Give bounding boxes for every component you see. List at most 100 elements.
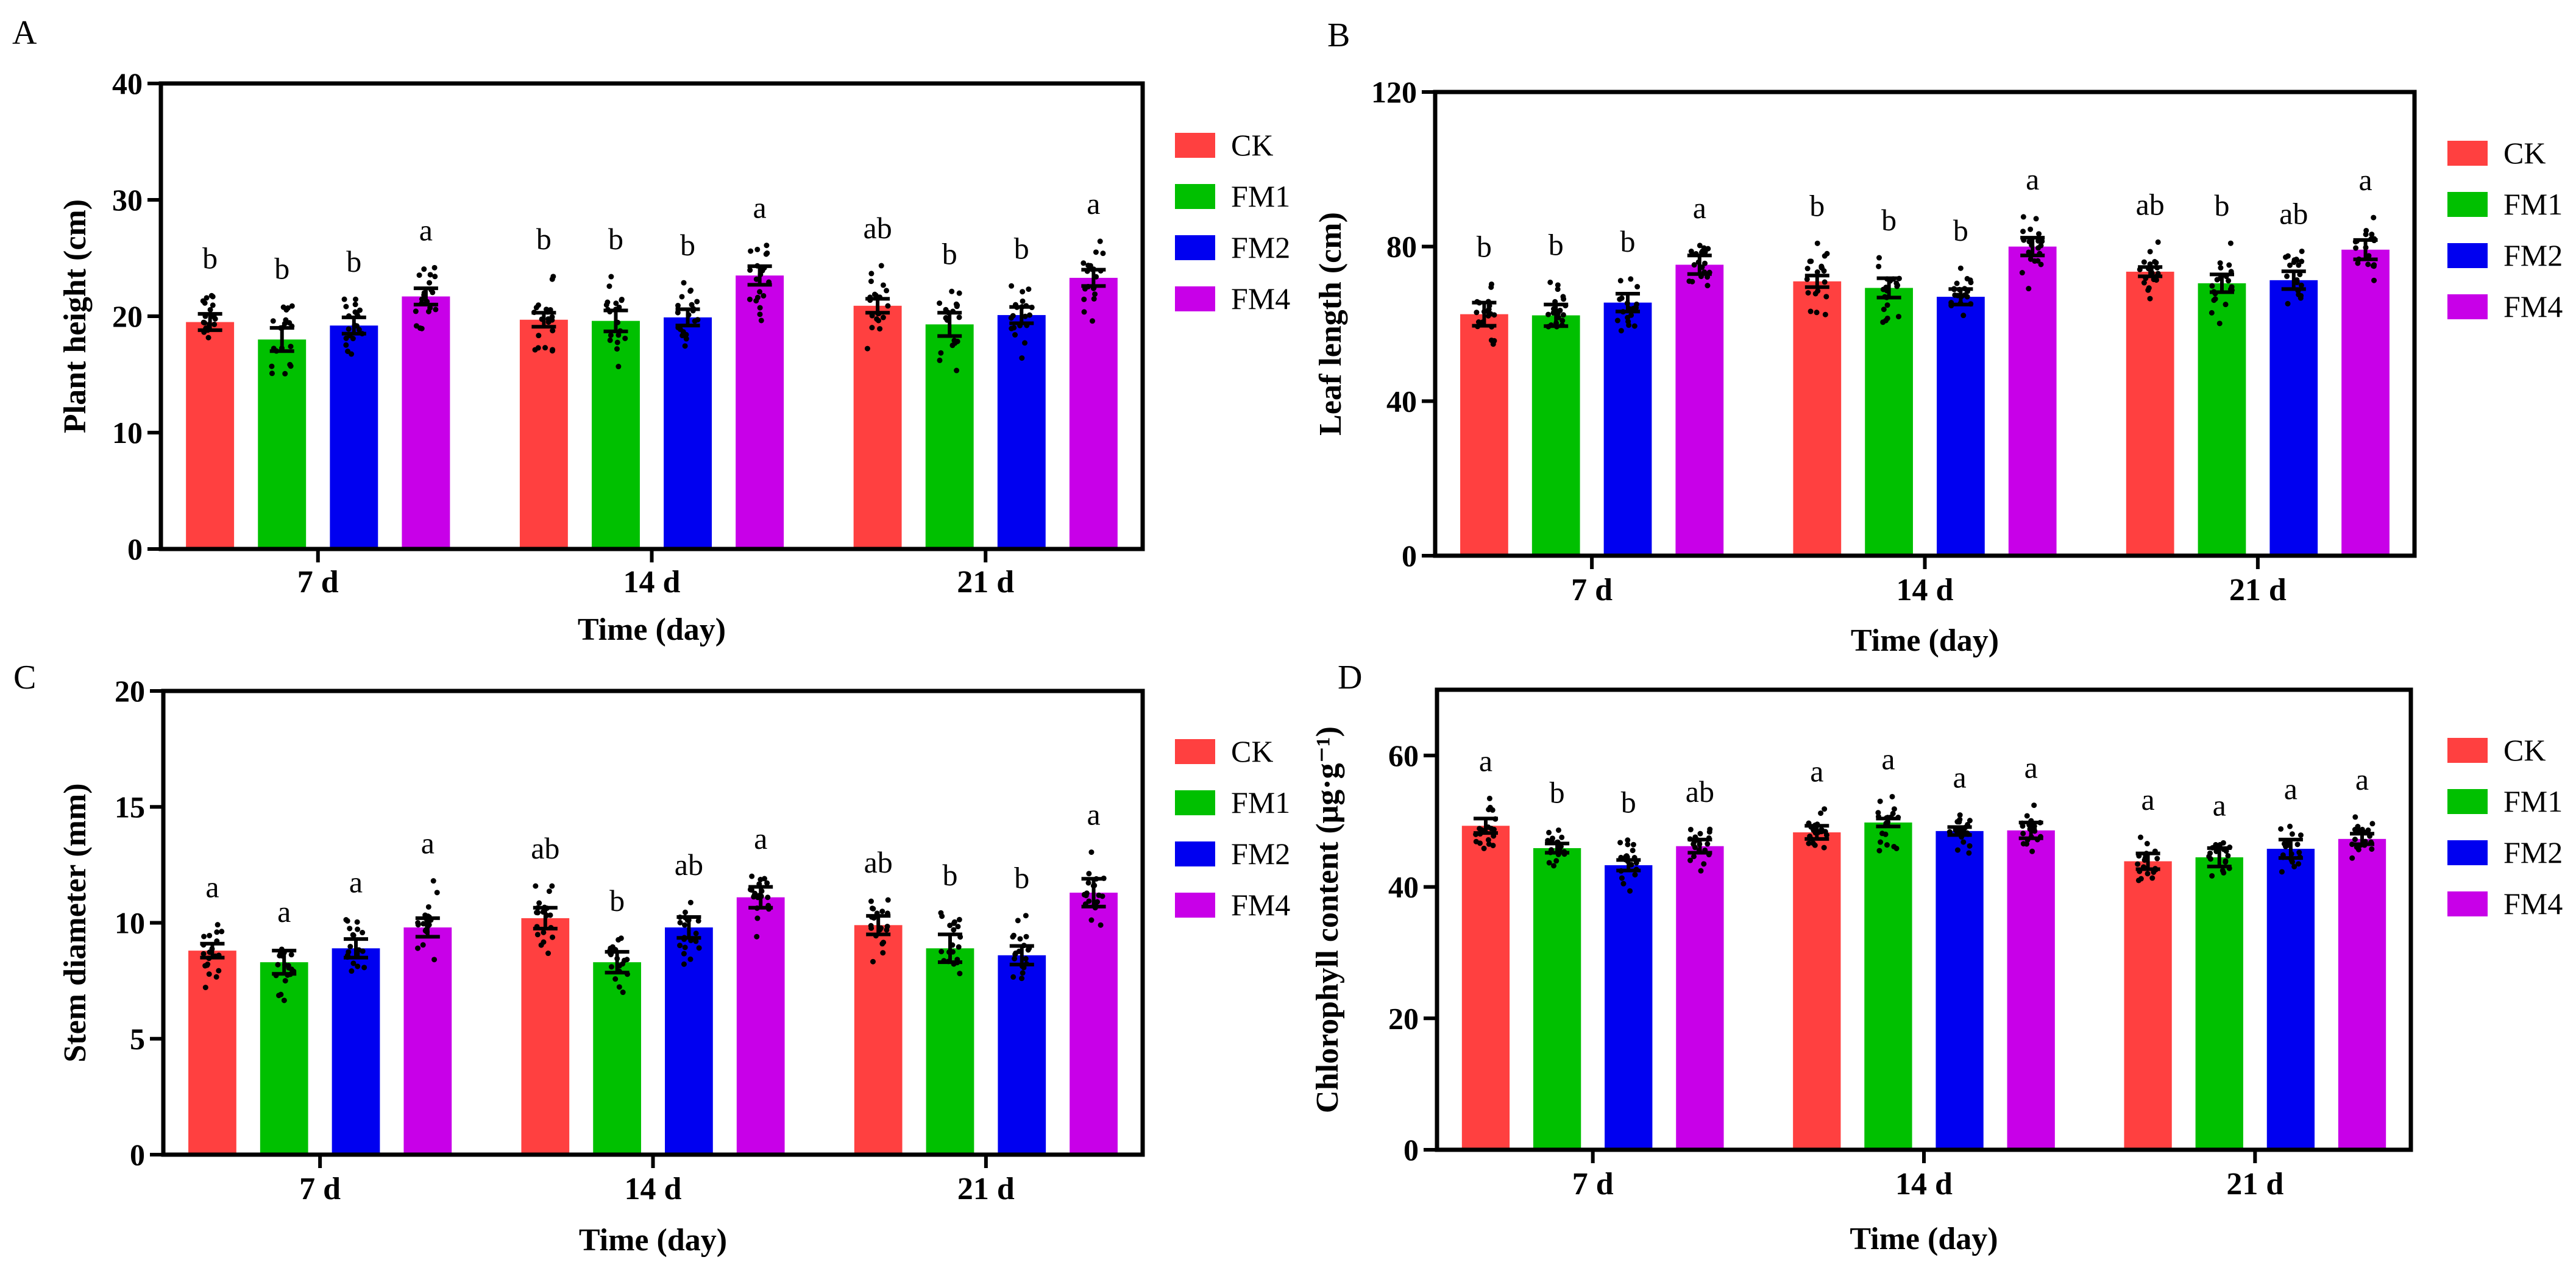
individual-point [747, 267, 753, 273]
bar-fm2 [1605, 865, 1653, 1150]
individual-point [1876, 255, 1882, 261]
x-axis-title: Time (day) [1851, 623, 1999, 658]
individual-point [1688, 249, 1694, 255]
individual-point [1824, 250, 1830, 257]
individual-point [1081, 296, 1087, 302]
individual-point [419, 296, 425, 302]
error-bar [676, 915, 701, 940]
individual-point [544, 306, 550, 313]
error-bar [937, 311, 962, 338]
error-bar [272, 949, 297, 976]
x-tick-label: 21 d [2229, 573, 2287, 607]
individual-point [1876, 848, 1882, 854]
individual-point [1954, 819, 1960, 825]
individual-point [2226, 262, 2232, 268]
individual-point [421, 266, 427, 272]
significance-letter: a [754, 821, 767, 855]
individual-point [353, 296, 359, 302]
individual-point [2352, 814, 2358, 820]
individual-point [1964, 275, 1970, 282]
individual-point [352, 302, 358, 308]
error-bar [1687, 253, 1712, 276]
individual-point [538, 942, 544, 948]
bar-fm2 [332, 948, 380, 1155]
individual-point [1821, 845, 1827, 851]
individual-point [681, 280, 687, 286]
bar-ck [186, 322, 235, 549]
bar-fm2 [997, 315, 1046, 549]
individual-point [2135, 861, 2141, 867]
individual-point [534, 932, 541, 938]
individual-point [956, 290, 962, 296]
legend-swatch-fm1 [2447, 789, 2488, 814]
individual-point [1617, 278, 1623, 284]
individual-point [541, 929, 547, 935]
individual-point [347, 943, 353, 949]
individual-point [616, 332, 622, 338]
individual-point [1701, 861, 1707, 867]
individual-point [868, 898, 874, 904]
x-axis-title: Time (day) [579, 1223, 727, 1258]
individual-point [1091, 296, 1097, 302]
legend-swatch-fm2 [1175, 841, 1215, 866]
individual-point [350, 960, 357, 966]
error-bar [2209, 272, 2234, 294]
individual-point [677, 943, 683, 949]
x-tick-label: 21 d [957, 565, 1014, 600]
bar-ck [1793, 281, 1842, 556]
individual-point [764, 243, 770, 249]
individual-point [871, 291, 878, 297]
individual-point [430, 878, 436, 884]
legend-swatch-fm2 [2447, 840, 2488, 865]
individual-point [868, 278, 874, 285]
individual-point [957, 971, 963, 977]
individual-point [612, 976, 619, 982]
individual-point [1545, 311, 1552, 317]
individual-point [2145, 871, 2151, 877]
y-tick-label: 10 [115, 906, 145, 940]
legend-swatch-fm4 [1175, 893, 1215, 918]
individual-point [2144, 841, 2150, 847]
individual-point [2026, 249, 2032, 255]
individual-point [360, 930, 366, 936]
significance-letter: b [680, 228, 695, 262]
bar-fm1 [2195, 857, 2243, 1150]
individual-point [2138, 834, 2144, 840]
individual-point [550, 274, 556, 280]
individual-point [1884, 302, 1890, 308]
error-bar [1545, 841, 1570, 855]
individual-point [939, 949, 945, 955]
individual-point [2033, 216, 2039, 222]
individual-point [200, 951, 207, 957]
individual-point [1023, 955, 1029, 962]
individual-point [202, 320, 208, 326]
individual-point [1486, 795, 1492, 801]
individual-point [603, 302, 609, 308]
x-tick-label: 7 d [1571, 573, 1613, 607]
significance-letter: b [1881, 203, 1897, 237]
individual-point [1560, 312, 1566, 318]
individual-point [2155, 239, 2161, 245]
individual-point [536, 900, 542, 906]
individual-point [2214, 277, 2220, 283]
individual-point [681, 961, 687, 967]
error-bar [1473, 816, 1498, 835]
legend-label-fm2: FM2 [1231, 230, 1290, 264]
individual-point [2146, 285, 2152, 291]
individual-point [2138, 876, 2144, 882]
individual-point [874, 316, 880, 322]
legend-swatch-fm2 [1175, 235, 1215, 260]
individual-point [1617, 840, 1623, 846]
significance-letter: b [1014, 861, 1029, 895]
individual-point [1546, 829, 1552, 835]
y-tick-label: 20 [1388, 1001, 1419, 1035]
individual-point [1804, 266, 1811, 272]
individual-point [2298, 282, 2304, 288]
error-bar [1009, 944, 1034, 966]
individual-point [752, 890, 758, 896]
individual-point [757, 311, 763, 317]
significance-letter: b [1550, 775, 1565, 809]
individual-point [420, 921, 427, 927]
significance-letter: ab [1686, 774, 1714, 809]
individual-point [1968, 280, 1974, 286]
